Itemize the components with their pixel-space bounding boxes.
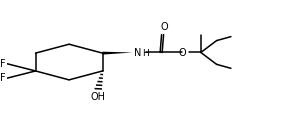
Text: O: O bbox=[161, 22, 168, 32]
Text: OH: OH bbox=[90, 92, 105, 102]
Text: F: F bbox=[0, 73, 5, 83]
Polygon shape bbox=[102, 52, 133, 55]
Text: N: N bbox=[134, 48, 142, 58]
Text: O: O bbox=[179, 48, 186, 58]
Text: H: H bbox=[142, 49, 149, 58]
Text: F: F bbox=[0, 59, 5, 69]
